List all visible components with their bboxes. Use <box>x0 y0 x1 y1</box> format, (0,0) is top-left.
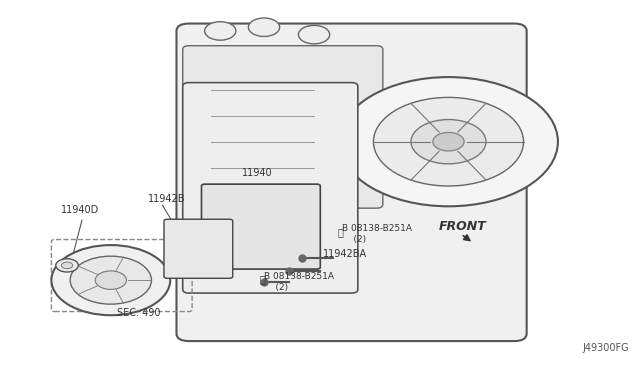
Text: 11940D: 11940D <box>61 205 99 215</box>
Circle shape <box>56 259 78 272</box>
Circle shape <box>205 22 236 40</box>
Circle shape <box>374 97 524 186</box>
Circle shape <box>411 119 486 164</box>
Circle shape <box>248 18 280 36</box>
FancyBboxPatch shape <box>202 184 320 269</box>
Text: FRONT: FRONT <box>439 220 487 233</box>
Text: B 08138-B251A
    (2): B 08138-B251A (2) <box>264 272 334 292</box>
FancyBboxPatch shape <box>183 46 383 208</box>
Text: 11942BA: 11942BA <box>323 249 367 259</box>
Circle shape <box>70 256 152 304</box>
Text: 11940: 11940 <box>242 168 273 178</box>
Circle shape <box>298 25 330 44</box>
FancyBboxPatch shape <box>177 23 527 341</box>
Text: SEC. 490: SEC. 490 <box>117 308 161 318</box>
Circle shape <box>95 271 127 289</box>
Circle shape <box>51 245 170 315</box>
Text: B 08138-B251A
    (2): B 08138-B251A (2) <box>342 224 412 244</box>
Circle shape <box>433 132 464 151</box>
Text: 11942B: 11942B <box>148 194 186 204</box>
Text: Ⓑ: Ⓑ <box>260 275 266 285</box>
Text: Ⓑ: Ⓑ <box>337 227 343 237</box>
FancyBboxPatch shape <box>183 83 358 293</box>
Circle shape <box>61 262 73 269</box>
Text: J49300FG: J49300FG <box>583 343 630 353</box>
FancyBboxPatch shape <box>164 219 233 278</box>
Circle shape <box>339 77 558 206</box>
